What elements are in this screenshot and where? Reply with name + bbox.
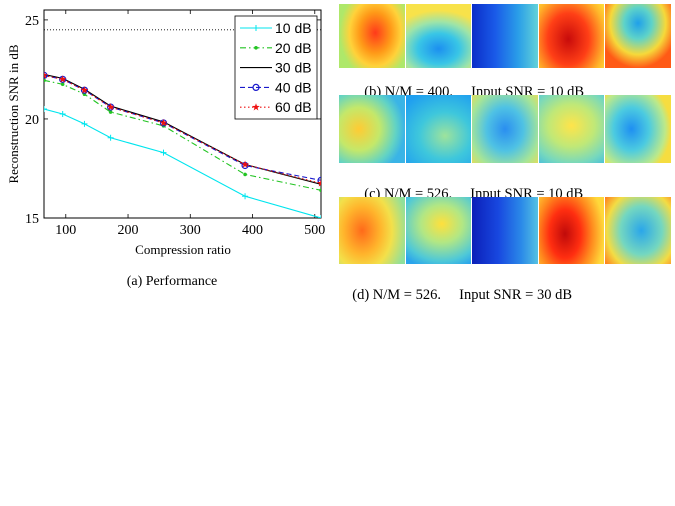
data-point <box>107 134 114 141</box>
legend-label: 20 dB <box>275 40 312 56</box>
data-point <box>59 111 66 117</box>
y-axis-label: Reconstruction SNR in dB <box>6 44 21 183</box>
reconstruction-image-tile <box>405 95 472 163</box>
x-axis-label: Compression ratio <box>135 242 231 257</box>
legend-marker <box>252 103 260 111</box>
reconstruction-image-tile <box>339 197 405 264</box>
reconstruction-image-tile <box>339 95 405 163</box>
caption-d: (d) N/M = 526. Input SNR = 30 dB <box>345 270 572 304</box>
y-tick-label: 20 <box>25 113 39 128</box>
x-tick-label: 100 <box>55 223 76 238</box>
chart-caption: (a) Performance <box>127 274 218 289</box>
y-tick-label: 15 <box>25 212 39 227</box>
legend-marker <box>253 25 259 31</box>
reconstruction-image-tile <box>538 4 605 68</box>
legend-marker <box>254 46 258 50</box>
caption-d-label: (d) N/M = 526. <box>352 287 441 303</box>
legend-label: 40 dB <box>275 79 312 95</box>
data-point <box>106 103 115 111</box>
x-tick-label: 400 <box>242 223 263 238</box>
data-point <box>241 160 249 168</box>
legend-label: 30 dB <box>275 60 312 76</box>
data-point <box>243 172 247 177</box>
reconstruction-image-tile <box>405 197 472 264</box>
reconstruction-image-tile <box>472 95 538 163</box>
reconstruction-image-tile <box>605 4 671 68</box>
reconstruction-image-tile <box>405 4 472 68</box>
legend-label: 60 dB <box>275 99 312 115</box>
data-point <box>242 193 249 200</box>
data-point <box>108 110 113 114</box>
axis-ticks: 100 200 300 400 500 15 20 25 <box>25 10 325 238</box>
x-tick-label: 500 <box>304 223 325 238</box>
legend: 10 dB 20 dB 30 dB 40 dB 60 dB <box>234 15 318 120</box>
data-point <box>160 149 167 156</box>
data-point <box>44 71 48 79</box>
legend-marker <box>252 83 260 92</box>
reconstruction-image-tile <box>472 4 538 68</box>
reconstruction-image-tile <box>605 95 671 163</box>
reconstruction-image-tile <box>472 197 538 264</box>
data-point <box>317 179 321 187</box>
data-point <box>60 82 65 87</box>
data-point <box>80 86 89 94</box>
data-point <box>44 78 46 83</box>
legend-label: 10 dB <box>275 20 312 36</box>
x-tick-label: 200 <box>118 223 139 238</box>
reconstruction-image-tile <box>605 197 671 264</box>
reconstruction-image-tile <box>339 4 405 68</box>
reconstruction-image-tile <box>538 95 605 163</box>
data-point <box>44 71 48 79</box>
caption-d-snr: Input SNR = 30 dB <box>459 287 573 303</box>
data-point <box>319 188 321 193</box>
data-point <box>58 75 67 83</box>
data-point <box>81 120 88 127</box>
data-point <box>317 176 321 184</box>
data-point <box>44 106 47 113</box>
y-tick-label: 25 <box>25 14 39 29</box>
series-group <box>44 71 321 218</box>
reconstruction-image-tile <box>538 197 605 264</box>
data-point <box>159 118 168 127</box>
x-tick-label: 300 <box>180 223 201 238</box>
